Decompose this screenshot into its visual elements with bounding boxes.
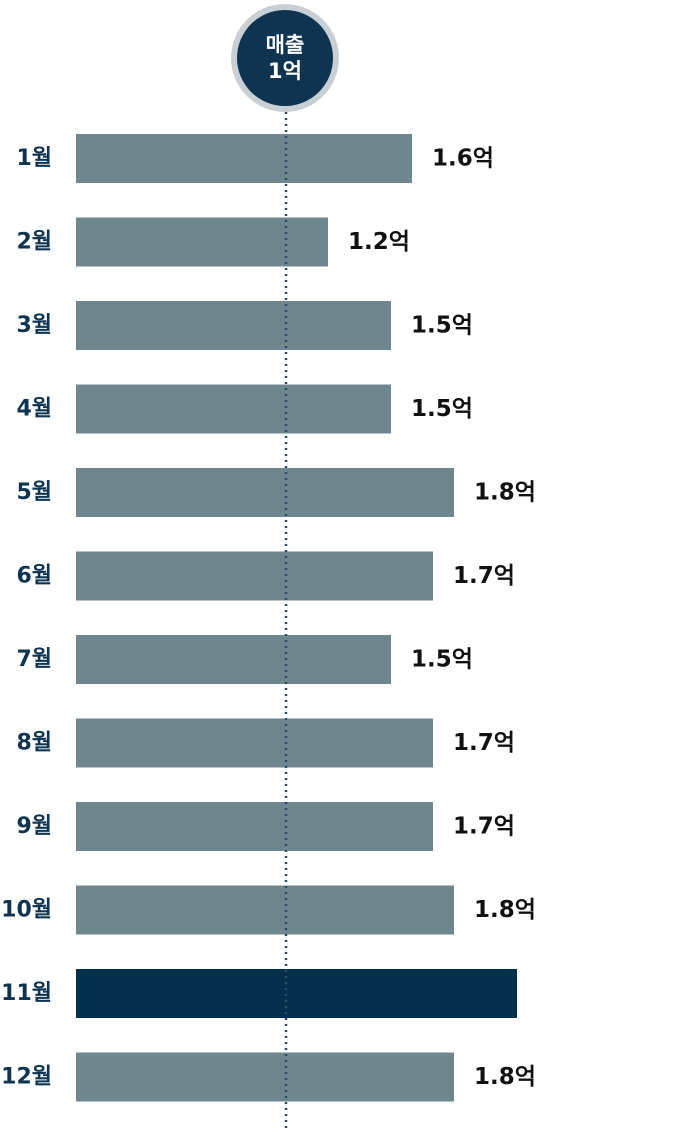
category-label-8: 8월 [16, 731, 52, 756]
value-label-7: 1.5억 [411, 647, 473, 673]
category-label-2: 2월 [16, 230, 52, 255]
value-label-5: 1.8억 [474, 480, 536, 506]
category-label-12: 12월 [1, 1065, 52, 1090]
bar-1 [76, 134, 412, 183]
bar-5 [76, 468, 454, 517]
category-label-10: 10월 [1, 898, 52, 923]
value-label-4: 1.5억 [411, 396, 473, 422]
value-label-2: 1.2억 [348, 229, 410, 255]
bar-7 [76, 635, 391, 684]
value-label-1: 1.6억 [432, 146, 494, 172]
value-label-6: 1.7억 [453, 563, 515, 589]
reference-label-line1: 매출 [265, 33, 305, 57]
reference-label-line2: 1억 [268, 59, 302, 83]
bar-4 [76, 384, 391, 434]
bar-12 [76, 1052, 454, 1102]
bar-2 [76, 217, 328, 267]
category-label-1: 1월 [16, 146, 52, 171]
value-label-10: 1.8억 [474, 897, 536, 923]
category-label-9: 9월 [16, 814, 52, 839]
reference-badge-inner: 매출 1억 [237, 10, 333, 106]
category-label-4: 4월 [16, 397, 52, 422]
bar-9 [76, 802, 433, 851]
value-label-9: 1.7억 [453, 814, 515, 840]
bar-3 [76, 301, 391, 350]
value-label-12: 1.8억 [474, 1064, 536, 1090]
value-label-8: 1.7억 [453, 730, 515, 756]
reference-badge: 매출 1억 [231, 4, 339, 112]
category-label-6: 6월 [16, 564, 52, 589]
bar-10 [76, 885, 454, 935]
bar-8 [76, 718, 433, 768]
bar-6 [76, 551, 433, 601]
category-label-3: 3월 [16, 313, 52, 338]
category-label-11: 11월 [1, 981, 52, 1006]
category-label-5: 5월 [16, 480, 52, 505]
category-label-7: 7월 [16, 647, 52, 672]
bar-11 [76, 969, 517, 1018]
value-label-3: 1.5억 [411, 313, 473, 339]
